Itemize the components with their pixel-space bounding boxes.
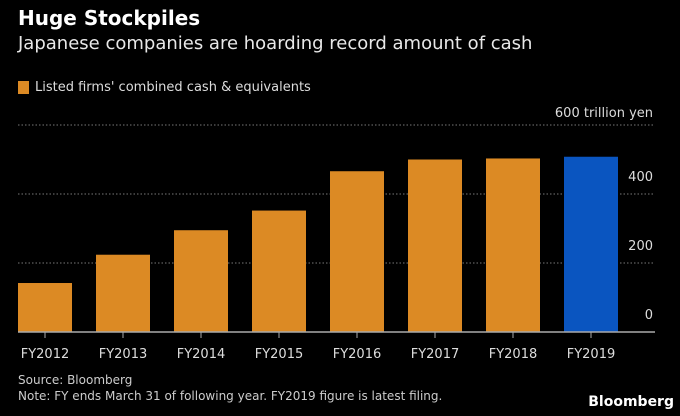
bar-fy2018 [486,158,540,332]
x-tick-label: FY2014 [177,347,226,362]
x-tick-label: FY2015 [255,347,304,362]
x-tick-label: FY2013 [99,347,148,362]
x-tick-label: FY2019 [567,347,616,362]
bar-fy2014 [174,230,228,332]
legend-swatch [18,81,29,94]
footnote: Note: FY ends March 31 of following year… [18,389,443,403]
legend-label: Listed firms' combined cash & equivalent… [35,80,311,95]
x-tick-label: FY2017 [411,347,460,362]
source-note: Source: Bloomberg [18,373,133,387]
bloomberg-logo: Bloomberg [588,394,674,410]
x-tick-label: FY2018 [489,347,538,362]
y-tick-label: 600 trillion yen [555,106,653,121]
legend: Listed firms' combined cash & equivalent… [18,80,311,95]
y-tick-label: 0 [645,308,653,323]
bar-fy2012 [18,283,72,332]
bar-fy2017 [408,159,462,332]
y-tick-label: 400 [628,170,653,185]
chart-title: Huge Stockpiles [18,6,201,30]
x-tick-label: FY2012 [21,347,70,362]
chart-subtitle: Japanese companies are hoarding record a… [18,33,533,54]
bar-fy2019 [564,156,618,332]
bar-fy2016 [330,171,384,332]
x-tick-label: FY2016 [333,347,382,362]
y-tick-label: 200 [628,239,653,254]
bar-fy2013 [96,254,150,332]
bar-fy2015 [252,210,306,332]
